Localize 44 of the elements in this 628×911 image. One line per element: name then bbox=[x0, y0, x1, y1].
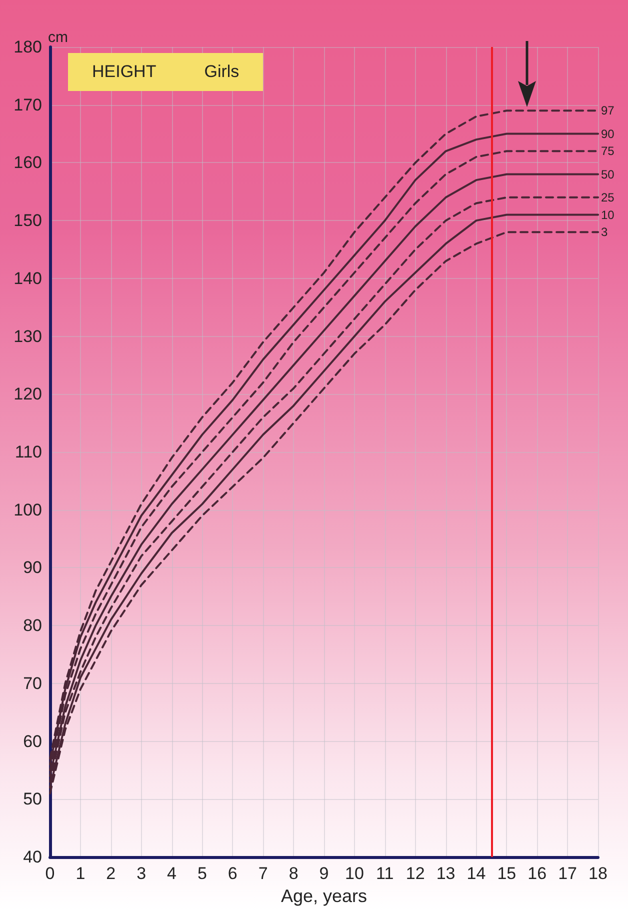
y-tick-label: 100 bbox=[14, 500, 42, 520]
x-tick-label: 12 bbox=[406, 864, 425, 883]
y-tick-label: 60 bbox=[23, 732, 42, 751]
series-label: 10 bbox=[601, 208, 615, 222]
x-tick-label: 1 bbox=[76, 864, 86, 883]
x-tick-label: 8 bbox=[288, 864, 298, 883]
x-tick-label: 13 bbox=[436, 864, 456, 883]
y-tick-label: 150 bbox=[14, 211, 42, 230]
series-label: 50 bbox=[601, 167, 615, 182]
x-tick-label: 18 bbox=[588, 864, 608, 883]
y-tick-label: 50 bbox=[23, 790, 42, 809]
x-tick-label: 5 bbox=[197, 864, 207, 883]
y-tick-label: 70 bbox=[23, 674, 42, 693]
x-tick-label: 6 bbox=[228, 864, 238, 883]
y-tick-label: 140 bbox=[14, 268, 42, 288]
y-tick-label: 160 bbox=[14, 153, 42, 172]
x-tick-label: 15 bbox=[497, 864, 516, 883]
series-label: 3 bbox=[601, 225, 608, 240]
x-tick-label: 2 bbox=[106, 864, 116, 883]
series-label: 75 bbox=[601, 144, 615, 158]
y-tick-label: 130 bbox=[14, 326, 42, 346]
x-tick-label: 4 bbox=[167, 864, 177, 883]
series-label: 90 bbox=[601, 126, 615, 141]
series-label: 25 bbox=[601, 190, 615, 204]
y-tick-label: 180 bbox=[14, 38, 42, 56]
y-tick-label: 110 bbox=[14, 442, 42, 462]
series-label: 97 bbox=[601, 104, 615, 118]
x-axis-title: Age, years bbox=[280, 886, 368, 906]
x-tick-label: 17 bbox=[558, 864, 578, 883]
x-tick-label: 16 bbox=[528, 864, 547, 883]
x-tick-label: 10 bbox=[344, 864, 364, 883]
y-axis-title: cm bbox=[48, 29, 68, 46]
y-tick-label: 120 bbox=[14, 384, 42, 404]
x-tick-label: 11 bbox=[376, 864, 394, 883]
label-box: HEIGHT Girls bbox=[68, 53, 264, 91]
y-tick-label: 40 bbox=[23, 848, 42, 866]
x-tick-label: 14 bbox=[466, 864, 486, 883]
x-tick-label: 0 bbox=[45, 864, 55, 883]
y-tick-label: 170 bbox=[14, 95, 42, 114]
x-tick-label: 9 bbox=[319, 864, 329, 883]
y-tick-label: 90 bbox=[23, 558, 42, 578]
x-tick-label: 7 bbox=[258, 864, 268, 883]
x-tick-label: 3 bbox=[136, 864, 146, 883]
y-tick-label: 80 bbox=[23, 616, 42, 636]
